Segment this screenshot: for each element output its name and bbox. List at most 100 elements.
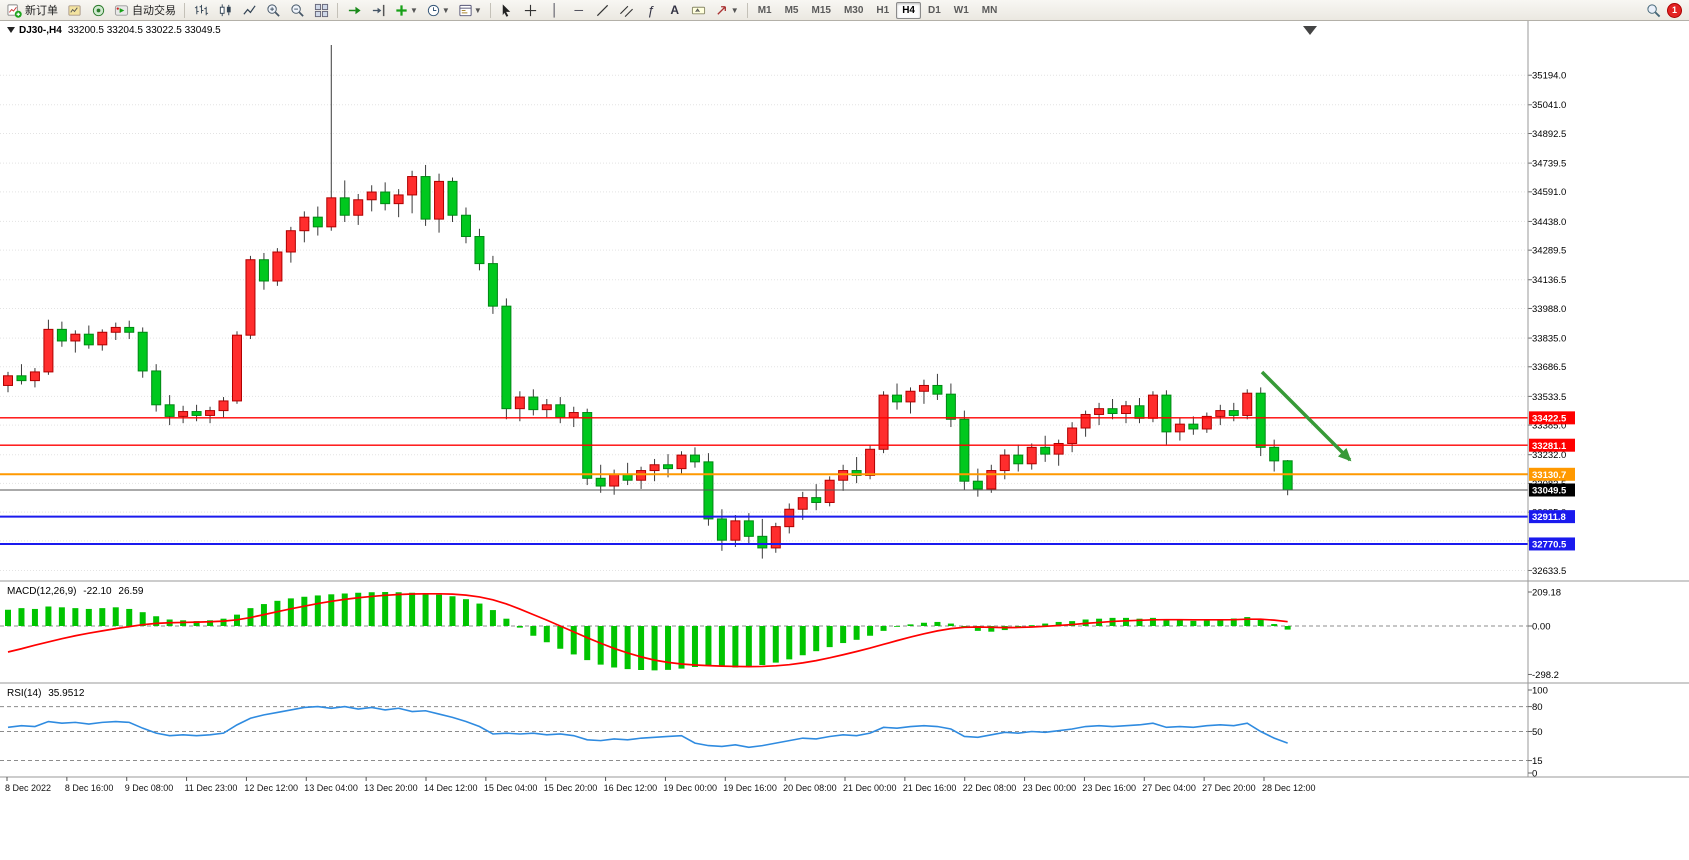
candle-body [70, 333, 81, 342]
candle-body [137, 331, 148, 372]
toolbar-separator [337, 2, 338, 18]
candle-body [959, 418, 970, 482]
candle-body [420, 176, 431, 220]
zoom-out-icon [290, 3, 304, 17]
text-label-tool-button[interactable] [687, 1, 711, 20]
timeframe-button-m5[interactable]: M5 [784, 4, 799, 16]
timeframe-button-w1[interactable]: W1 [953, 4, 969, 16]
search-button[interactable] [1641, 1, 1665, 20]
candle-body [407, 176, 418, 196]
autotrading-button[interactable]: 自动交易 [110, 1, 180, 20]
timeframe-button-m1[interactable]: M1 [757, 4, 772, 16]
candle-body [218, 400, 229, 412]
tile-windows-icon [314, 3, 328, 17]
candle-body [1094, 408, 1105, 415]
price-tag [1529, 483, 1575, 497]
macd-signal-value: 26.59 [118, 586, 144, 597]
vertical-line-icon: │ [551, 3, 559, 17]
macd-name: MACD(12,26,9) [7, 586, 77, 597]
text-label-icon [692, 6, 706, 14]
indicators-button[interactable]: ▼ [390, 1, 422, 20]
text-tool-button[interactable]: A [663, 1, 687, 20]
rsi-scale-label: 0 [1532, 768, 1537, 779]
candle-body [205, 410, 216, 416]
candle-body [447, 180, 458, 216]
chart-title-overlay: DJ30-,H4 33200.5 33204.5 33022.5 33049.5 [7, 25, 221, 36]
notification-badge[interactable]: 1 [1667, 2, 1682, 18]
price-axis-label: 34591.0 [1532, 187, 1566, 198]
timeframe-button-m30[interactable]: M30 [843, 4, 864, 16]
candle-body [865, 448, 876, 476]
time-axis-label: 12 Dec 12:00 [244, 783, 298, 793]
chart-shift-button[interactable] [366, 1, 390, 20]
new-order-label: 新订单 [25, 5, 58, 17]
terminal-button[interactable] [86, 1, 110, 20]
macd-scale-label: 0.00 [1532, 621, 1551, 632]
candle-body [716, 518, 727, 541]
candle-body [595, 477, 606, 487]
candlestick-chart-button[interactable] [213, 1, 237, 20]
time-axis-label: 27 Dec 04:00 [1142, 783, 1196, 793]
candle-body [932, 384, 943, 395]
time-axis-label: 13 Dec 04:00 [304, 783, 358, 793]
time-axis-label: 16 Dec 12:00 [604, 783, 658, 793]
timeframe-button-h4[interactable]: H4 [896, 1, 921, 19]
auto-scroll-button[interactable] [342, 1, 366, 20]
price-axis-label: 33385.0 [1532, 421, 1566, 432]
new-order-button[interactable]: 新订单 [3, 1, 62, 20]
oneclick-trading-toggle-icon[interactable] [7, 27, 15, 34]
timeframes-toolbar: M1 M5 M15 M30 H1 H4 D1 W1 MN [752, 1, 1004, 19]
candle-body [1053, 442, 1064, 455]
candle-body [757, 535, 768, 549]
crosshair-tool-button[interactable] [519, 1, 543, 20]
templates-button[interactable]: ▼ [454, 1, 486, 20]
trend-arrow-object[interactable] [1260, 370, 1352, 462]
chart-shift-marker[interactable] [1303, 26, 1317, 35]
periods-button[interactable]: ▼ [422, 1, 454, 20]
cursor-tool-button[interactable] [495, 1, 519, 20]
time-axis-label: 11 Dec 23:00 [185, 783, 238, 793]
price-axis-label: 33686.5 [1532, 362, 1566, 373]
candle-body [824, 479, 835, 503]
candle-body [972, 480, 983, 490]
rsi-scale-label: 50 [1532, 727, 1543, 738]
candle-body [326, 197, 337, 228]
horizontal-line-tool-button[interactable]: ─ [567, 1, 591, 20]
tile-windows-button[interactable] [309, 1, 333, 20]
zoom-in-button[interactable] [261, 1, 285, 20]
zoom-out-button[interactable] [285, 1, 309, 20]
price-tag-label: 33422.5 [1532, 413, 1567, 424]
candle-body [285, 230, 296, 253]
timeframe-button-h1[interactable]: H1 [876, 4, 890, 16]
line-chart-icon [242, 4, 256, 15]
autotrading-icon [114, 4, 129, 16]
candle-body [1134, 405, 1145, 419]
candle-body [649, 464, 660, 472]
timeframe-button-d1[interactable]: D1 [928, 4, 941, 16]
main-toolbar: 新订单 自动交易 [0, 0, 1689, 21]
candle-body [43, 328, 54, 373]
bar-chart-button[interactable] [189, 1, 213, 20]
time-axis-label: 8 Dec 16:00 [65, 783, 114, 793]
candle-body [97, 331, 108, 346]
fibonacci-tool-button[interactable]: ƒ [639, 1, 663, 20]
channel-tool-button[interactable] [615, 1, 639, 20]
candle-body [299, 216, 310, 232]
time-axis-label: 8 Dec 2022 [5, 783, 51, 793]
arrows-tool-button[interactable]: ▼ [711, 1, 743, 20]
macd-scale-label: 209.18 [1532, 587, 1561, 598]
timeframe-button-mn[interactable]: MN [981, 4, 998, 16]
timeframe-button-m15[interactable]: M15 [811, 4, 831, 16]
candle-body [1215, 410, 1226, 417]
templates-icon [459, 4, 472, 16]
trendline-tool-button[interactable] [591, 1, 615, 20]
candle-body [191, 411, 202, 416]
line-chart-button[interactable] [237, 1, 261, 20]
candle-body [541, 404, 552, 411]
candle-body [892, 394, 903, 403]
charts-list-button[interactable] [62, 1, 86, 20]
vertical-line-tool-button[interactable]: │ [543, 1, 567, 20]
candle-body [164, 404, 175, 417]
price-tag-label: 33281.1 [1532, 441, 1567, 452]
